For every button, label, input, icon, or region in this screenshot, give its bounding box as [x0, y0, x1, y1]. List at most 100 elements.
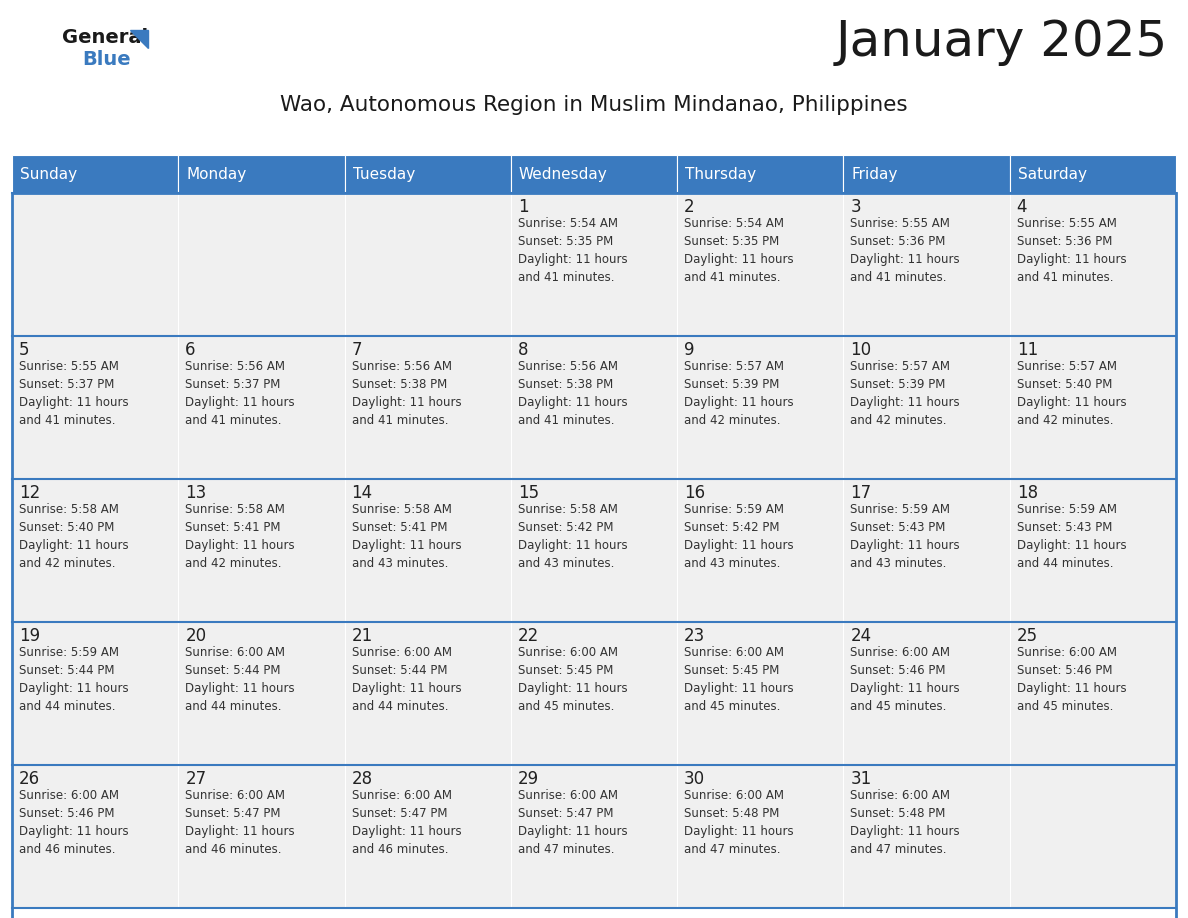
Bar	[345, 479, 511, 622]
Text: 10: 10	[851, 341, 872, 359]
Text: Sunset: 5:43 PM: Sunset: 5:43 PM	[851, 521, 946, 534]
Text: Sunrise: 5:57 AM: Sunrise: 5:57 AM	[684, 360, 784, 373]
Text: 27: 27	[185, 770, 207, 788]
Bar	[178, 336, 345, 479]
Text: Sunrise: 5:58 AM: Sunrise: 5:58 AM	[518, 503, 618, 516]
Text: Sunset: 5:48 PM: Sunset: 5:48 PM	[684, 807, 779, 820]
Text: General: General	[62, 28, 148, 47]
Bar	[12, 193, 1176, 918]
Text: Sunrise: 5:59 AM: Sunrise: 5:59 AM	[851, 503, 950, 516]
Text: Sunset: 5:37 PM: Sunset: 5:37 PM	[185, 378, 280, 391]
Bar	[178, 193, 345, 336]
Text: Daylight: 11 hours: Daylight: 11 hours	[352, 396, 461, 409]
Bar	[677, 336, 843, 479]
Bar	[511, 336, 677, 479]
Bar	[12, 479, 178, 622]
Bar	[677, 765, 843, 908]
Text: Sunset: 5:35 PM: Sunset: 5:35 PM	[518, 235, 613, 248]
Text: 13: 13	[185, 484, 207, 502]
Text: 20: 20	[185, 627, 207, 645]
Text: 11: 11	[1017, 341, 1038, 359]
Bar	[511, 622, 677, 765]
Text: Sunrise: 6:00 AM: Sunrise: 6:00 AM	[19, 789, 119, 802]
Text: Daylight: 11 hours: Daylight: 11 hours	[19, 682, 128, 695]
Bar	[178, 155, 345, 193]
Text: Sunset: 5:39 PM: Sunset: 5:39 PM	[851, 378, 946, 391]
Text: 30: 30	[684, 770, 706, 788]
Text: Friday: Friday	[852, 166, 898, 182]
Text: Daylight: 11 hours: Daylight: 11 hours	[684, 539, 794, 552]
Bar	[178, 765, 345, 908]
Text: Sunrise: 6:00 AM: Sunrise: 6:00 AM	[352, 646, 451, 659]
Text: Daylight: 11 hours: Daylight: 11 hours	[185, 825, 295, 838]
Text: Sunrise: 6:00 AM: Sunrise: 6:00 AM	[1017, 646, 1117, 659]
Text: 5: 5	[19, 341, 30, 359]
Text: Sunset: 5:44 PM: Sunset: 5:44 PM	[185, 664, 280, 677]
Text: and 43 minutes.: and 43 minutes.	[352, 557, 448, 570]
Text: Sunset: 5:48 PM: Sunset: 5:48 PM	[851, 807, 946, 820]
Text: Daylight: 11 hours: Daylight: 11 hours	[851, 539, 960, 552]
Text: Blue: Blue	[82, 50, 131, 69]
Text: 28: 28	[352, 770, 373, 788]
Text: Daylight: 11 hours: Daylight: 11 hours	[1017, 396, 1126, 409]
Text: Sunset: 5:45 PM: Sunset: 5:45 PM	[518, 664, 613, 677]
Bar	[178, 479, 345, 622]
Text: Sunrise: 5:55 AM: Sunrise: 5:55 AM	[851, 217, 950, 230]
Text: 26: 26	[19, 770, 40, 788]
Text: Sunset: 5:43 PM: Sunset: 5:43 PM	[1017, 521, 1112, 534]
Bar	[677, 155, 843, 193]
Bar	[843, 622, 1010, 765]
Text: and 42 minutes.: and 42 minutes.	[185, 557, 282, 570]
Text: 14: 14	[352, 484, 373, 502]
Text: Sunrise: 5:55 AM: Sunrise: 5:55 AM	[1017, 217, 1117, 230]
Text: Saturday: Saturday	[1018, 166, 1087, 182]
Bar	[843, 155, 1010, 193]
Text: and 42 minutes.: and 42 minutes.	[851, 414, 947, 427]
Text: Sunset: 5:44 PM: Sunset: 5:44 PM	[19, 664, 114, 677]
Text: 25: 25	[1017, 627, 1038, 645]
Text: Sunrise: 5:56 AM: Sunrise: 5:56 AM	[352, 360, 451, 373]
Bar	[12, 622, 178, 765]
Bar	[511, 479, 677, 622]
Bar	[511, 155, 677, 193]
Text: and 42 minutes.: and 42 minutes.	[684, 414, 781, 427]
Text: Sunset: 5:47 PM: Sunset: 5:47 PM	[352, 807, 447, 820]
Text: Daylight: 11 hours: Daylight: 11 hours	[185, 396, 295, 409]
Text: Sunrise: 6:00 AM: Sunrise: 6:00 AM	[352, 789, 451, 802]
Text: 4: 4	[1017, 198, 1028, 216]
Text: 1: 1	[518, 198, 529, 216]
Text: and 41 minutes.: and 41 minutes.	[851, 271, 947, 284]
Text: Daylight: 11 hours: Daylight: 11 hours	[185, 682, 295, 695]
Text: and 46 minutes.: and 46 minutes.	[352, 843, 448, 856]
Text: Daylight: 11 hours: Daylight: 11 hours	[684, 253, 794, 266]
Text: 22: 22	[518, 627, 539, 645]
Bar	[12, 155, 178, 193]
Text: 15: 15	[518, 484, 539, 502]
Bar	[677, 622, 843, 765]
Text: Daylight: 11 hours: Daylight: 11 hours	[851, 825, 960, 838]
Bar	[1010, 193, 1176, 336]
Text: Sunset: 5:47 PM: Sunset: 5:47 PM	[518, 807, 613, 820]
Bar	[345, 193, 511, 336]
Text: Sunset: 5:38 PM: Sunset: 5:38 PM	[518, 378, 613, 391]
Text: Daylight: 11 hours: Daylight: 11 hours	[19, 825, 128, 838]
Text: Sunset: 5:45 PM: Sunset: 5:45 PM	[684, 664, 779, 677]
Text: Daylight: 11 hours: Daylight: 11 hours	[19, 539, 128, 552]
Bar	[843, 479, 1010, 622]
Text: Sunset: 5:40 PM: Sunset: 5:40 PM	[19, 521, 114, 534]
Text: Sunset: 5:39 PM: Sunset: 5:39 PM	[684, 378, 779, 391]
Text: 7: 7	[352, 341, 362, 359]
Text: Daylight: 11 hours: Daylight: 11 hours	[518, 682, 627, 695]
Text: and 47 minutes.: and 47 minutes.	[518, 843, 614, 856]
Text: and 43 minutes.: and 43 minutes.	[851, 557, 947, 570]
Bar	[12, 193, 178, 336]
Text: Sunset: 5:42 PM: Sunset: 5:42 PM	[518, 521, 613, 534]
Bar	[345, 622, 511, 765]
Text: and 45 minutes.: and 45 minutes.	[518, 700, 614, 713]
Text: and 44 minutes.: and 44 minutes.	[19, 700, 115, 713]
Text: Sunset: 5:36 PM: Sunset: 5:36 PM	[851, 235, 946, 248]
Text: Daylight: 11 hours: Daylight: 11 hours	[352, 825, 461, 838]
Text: and 45 minutes.: and 45 minutes.	[684, 700, 781, 713]
Text: and 41 minutes.: and 41 minutes.	[352, 414, 448, 427]
Text: Monday: Monday	[187, 166, 247, 182]
